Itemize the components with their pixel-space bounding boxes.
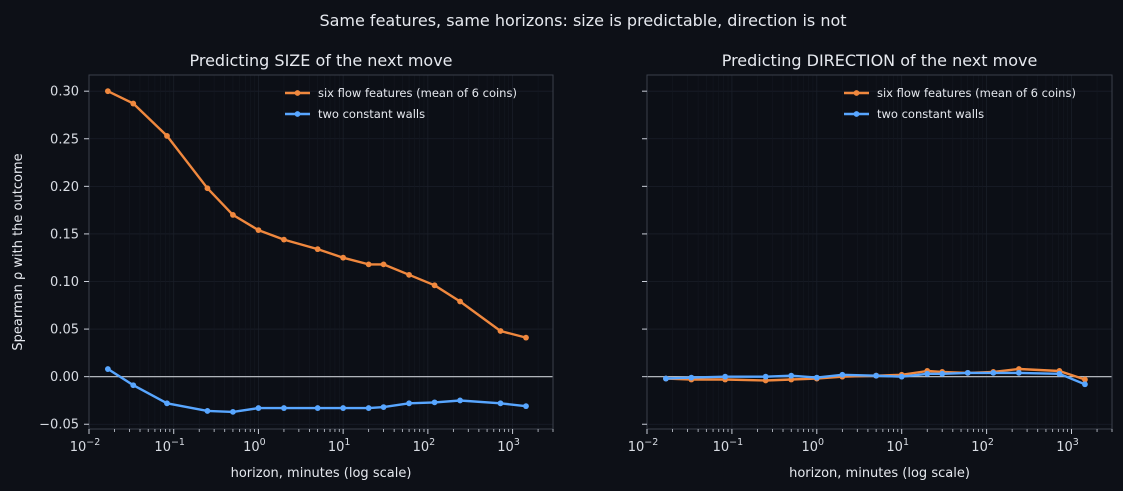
direction-chart-panel: 10−2 10−1 100 101 102 103 Predicting DIRECTION… xyxy=(628,51,1113,481)
size-x-tick-label: 10−1 xyxy=(154,437,185,455)
size-data-point xyxy=(314,405,321,411)
size-y-tick-label: 0.00 xyxy=(50,370,79,385)
size-data-point xyxy=(431,282,438,289)
direction-data-point xyxy=(939,370,946,377)
size-y-axis-label: Spearman ρ with the outcome xyxy=(11,153,26,350)
size-data-point xyxy=(365,405,372,411)
size-x-axis-label: horizon, minutes (log scale) xyxy=(231,466,412,481)
direction-data-point xyxy=(964,369,971,376)
direction-data-point xyxy=(762,373,769,380)
size-data-point xyxy=(204,408,211,414)
size-data-point xyxy=(457,397,463,404)
direction-data-point xyxy=(1015,369,1022,376)
direction-x-tick-label: 101 xyxy=(886,437,909,455)
direction-data-point xyxy=(663,375,669,382)
legend-swatch-marker xyxy=(294,111,301,117)
size-series-line xyxy=(107,367,527,414)
size-data-point xyxy=(406,400,412,407)
legend-label: two constant walls xyxy=(877,107,984,121)
size-data-point xyxy=(497,328,504,334)
size-data-point xyxy=(314,246,321,253)
direction-x-tick-label: 10−2 xyxy=(628,437,659,455)
size-data-point xyxy=(130,100,137,107)
direction-data-point xyxy=(990,369,997,376)
size-data-point xyxy=(130,382,137,389)
size-data-point xyxy=(497,400,504,407)
direction-legend-entry: six flow features (mean of 6 coins) xyxy=(844,86,1076,100)
direction-legend-entry: two constant walls xyxy=(844,107,984,121)
size-series-flow-features xyxy=(104,88,529,341)
direction-data-point xyxy=(813,374,820,381)
size-x-tick-label: 103 xyxy=(497,437,520,455)
size-x-tick-label: 102 xyxy=(413,437,436,455)
size-data-point xyxy=(523,403,529,410)
size-chart-title: Predicting SIZE of the next move xyxy=(189,51,452,70)
size-y-tick-label: 0.10 xyxy=(50,275,79,290)
size-data-point xyxy=(431,399,438,406)
size-data-point xyxy=(340,405,347,411)
size-y-tick-label: 0.05 xyxy=(50,323,79,338)
legend-swatch-marker xyxy=(853,111,860,117)
legend-swatch-marker xyxy=(294,90,301,96)
size-series-constant-walls xyxy=(104,366,529,415)
direction-data-point xyxy=(839,371,846,378)
size-data-point xyxy=(204,185,211,192)
size-data-point xyxy=(104,88,111,95)
direction-data-point xyxy=(1056,370,1063,377)
size-data-point xyxy=(340,254,347,261)
direction-x-axis-label: horizon, minutes (log scale) xyxy=(789,466,970,481)
size-data-point xyxy=(523,334,529,341)
size-legend-entry: six flow features (mean of 6 coins) xyxy=(285,86,517,100)
direction-data-point xyxy=(898,373,905,380)
size-y-tick-label: 0.15 xyxy=(50,227,79,242)
size-x-tick-label: 101 xyxy=(328,437,351,455)
size-x-tick-label: 100 xyxy=(243,437,266,455)
figure-suptitle: Same features, same horizons: size is pr… xyxy=(319,11,846,30)
size-data-point xyxy=(281,405,287,411)
size-chart-panel: −0.05 0.00 0.05 0.10 0.15 0.20 0.25 0.30 10−2 10−… xyxy=(11,51,554,481)
direction-data-point xyxy=(688,374,695,381)
size-data-point xyxy=(255,227,262,234)
direction-x-tick-label: 102 xyxy=(971,437,994,455)
direction-data-point xyxy=(873,372,880,379)
size-data-point xyxy=(281,236,287,243)
legend-label: two constant walls xyxy=(318,107,425,121)
size-series-line xyxy=(107,90,527,339)
direction-x-tick-label: 103 xyxy=(1056,437,1079,455)
direction-x-tick-label: 10−1 xyxy=(713,437,744,455)
direction-x-tick-label: 100 xyxy=(802,437,825,455)
size-data-point xyxy=(164,400,170,407)
size-data-point xyxy=(164,133,170,139)
size-y-tick-label: 0.30 xyxy=(50,85,79,100)
direction-series-line xyxy=(665,371,1086,386)
size-data-point xyxy=(365,261,372,268)
size-y-tick-label: −0.05 xyxy=(39,418,79,433)
size-data-point xyxy=(255,405,262,411)
size-x-tick-label: 10−2 xyxy=(70,437,101,455)
direction-data-point xyxy=(1082,376,1088,383)
legend-label: six flow features (mean of 6 coins) xyxy=(877,86,1076,100)
legend-label: six flow features (mean of 6 coins) xyxy=(318,86,517,100)
direction-data-point xyxy=(924,370,931,377)
direction-chart-title: Predicting DIRECTION of the next move xyxy=(722,51,1038,70)
size-axes-frame xyxy=(88,74,554,430)
direction-data-point xyxy=(788,372,795,379)
size-legend-entry: two constant walls xyxy=(285,107,425,121)
size-data-point xyxy=(230,408,236,415)
size-y-tick-label: 0.20 xyxy=(50,180,79,195)
size-data-point xyxy=(230,211,236,218)
size-data-point xyxy=(104,366,111,372)
direction-data-point xyxy=(1082,381,1088,388)
direction-axes-frame xyxy=(646,74,1113,430)
size-data-point xyxy=(457,298,463,305)
size-data-point xyxy=(380,261,387,268)
size-data-point xyxy=(406,271,412,278)
legend-swatch-marker xyxy=(853,90,860,96)
size-y-tick-label: 0.25 xyxy=(50,132,79,147)
direction-data-point xyxy=(722,373,729,380)
size-data-point xyxy=(380,404,387,411)
direction-series-constant-walls xyxy=(663,369,1088,388)
